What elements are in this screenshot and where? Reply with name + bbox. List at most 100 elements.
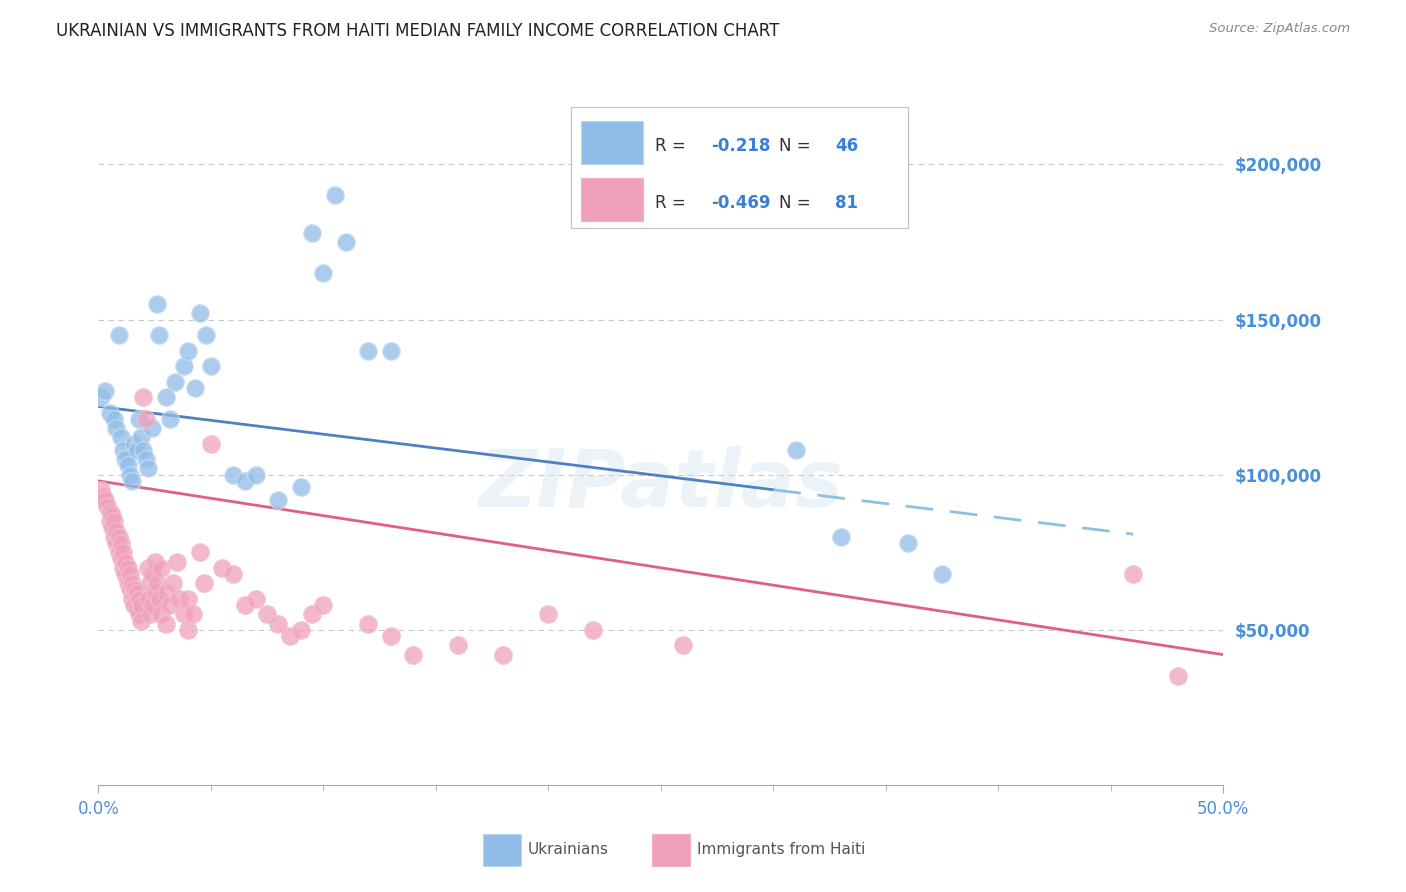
Point [222, 467, 245, 482]
Point [245, 467, 267, 482]
Point [188, 306, 211, 320]
Point [98, 505, 121, 519]
Point [492, 648, 515, 662]
Point [136, 591, 159, 606]
Point [90, 483, 112, 498]
Point [94, 492, 117, 507]
Point [146, 297, 169, 311]
Point [278, 629, 301, 643]
Point [267, 492, 290, 507]
Point [380, 629, 402, 643]
Point [931, 566, 953, 581]
Point [128, 591, 150, 606]
Point [132, 390, 155, 404]
Point [193, 576, 215, 591]
Point [335, 235, 357, 249]
Point [181, 607, 204, 622]
Point [110, 430, 132, 444]
Point [121, 591, 143, 606]
Point [117, 458, 139, 473]
Point [301, 607, 323, 622]
Point [107, 545, 129, 559]
Point [159, 598, 181, 612]
Point [136, 461, 159, 475]
Point [107, 530, 129, 544]
Point [357, 616, 380, 631]
Point [103, 412, 125, 426]
Point [200, 359, 222, 373]
Point [114, 555, 136, 569]
Point [141, 598, 163, 612]
Point [125, 442, 148, 457]
Point [105, 536, 128, 550]
Text: -0.469: -0.469 [711, 194, 770, 212]
Point [290, 480, 312, 494]
Point [897, 536, 920, 550]
Point [233, 598, 256, 612]
FancyBboxPatch shape [581, 121, 643, 164]
Point [143, 555, 166, 569]
Point [323, 188, 346, 202]
Point [118, 582, 141, 597]
Point [101, 508, 124, 522]
Point [312, 266, 335, 280]
Point [245, 591, 267, 606]
Point [159, 412, 181, 426]
Point [402, 648, 425, 662]
Point [105, 524, 128, 538]
Point [148, 328, 170, 343]
Point [110, 551, 132, 566]
Point [173, 607, 195, 622]
FancyBboxPatch shape [484, 834, 522, 865]
Point [141, 421, 163, 435]
Text: N =: N = [779, 194, 815, 212]
Point [195, 328, 218, 343]
Point [112, 561, 135, 575]
Text: Ukrainians: Ukrainians [529, 842, 609, 856]
Point [124, 598, 146, 612]
Point [155, 585, 177, 599]
Point [380, 343, 402, 358]
Point [135, 412, 157, 426]
Point [128, 607, 150, 622]
Point [447, 638, 470, 652]
Point [107, 328, 129, 343]
Point [117, 561, 139, 575]
Point [582, 623, 605, 637]
Point [98, 514, 121, 528]
Point [114, 452, 136, 467]
Point [128, 412, 150, 426]
Point [1122, 566, 1144, 581]
Point [135, 452, 157, 467]
Point [148, 591, 170, 606]
Point [118, 467, 141, 482]
Point [155, 390, 177, 404]
Point [155, 616, 177, 631]
Point [143, 585, 166, 599]
FancyBboxPatch shape [652, 834, 690, 865]
Point [121, 474, 143, 488]
Point [110, 536, 132, 550]
Point [103, 530, 125, 544]
Point [785, 442, 807, 457]
Point [139, 607, 162, 622]
Point [94, 384, 117, 398]
Point [129, 614, 152, 628]
Point [177, 623, 200, 637]
Point [90, 390, 112, 404]
Text: 81: 81 [835, 194, 858, 212]
FancyBboxPatch shape [581, 178, 643, 221]
Text: -0.218: -0.218 [711, 137, 770, 155]
Point [112, 442, 135, 457]
Point [256, 607, 278, 622]
Point [103, 514, 125, 528]
Point [312, 598, 335, 612]
Point [124, 582, 146, 597]
Point [357, 343, 380, 358]
Text: ZIPatlas: ZIPatlas [478, 446, 844, 524]
Point [290, 623, 312, 637]
Point [169, 591, 191, 606]
Text: UKRAINIAN VS IMMIGRANTS FROM HAITI MEDIAN FAMILY INCOME CORRELATION CHART: UKRAINIAN VS IMMIGRANTS FROM HAITI MEDIA… [56, 22, 779, 40]
Point [537, 607, 560, 622]
Point [121, 576, 143, 591]
